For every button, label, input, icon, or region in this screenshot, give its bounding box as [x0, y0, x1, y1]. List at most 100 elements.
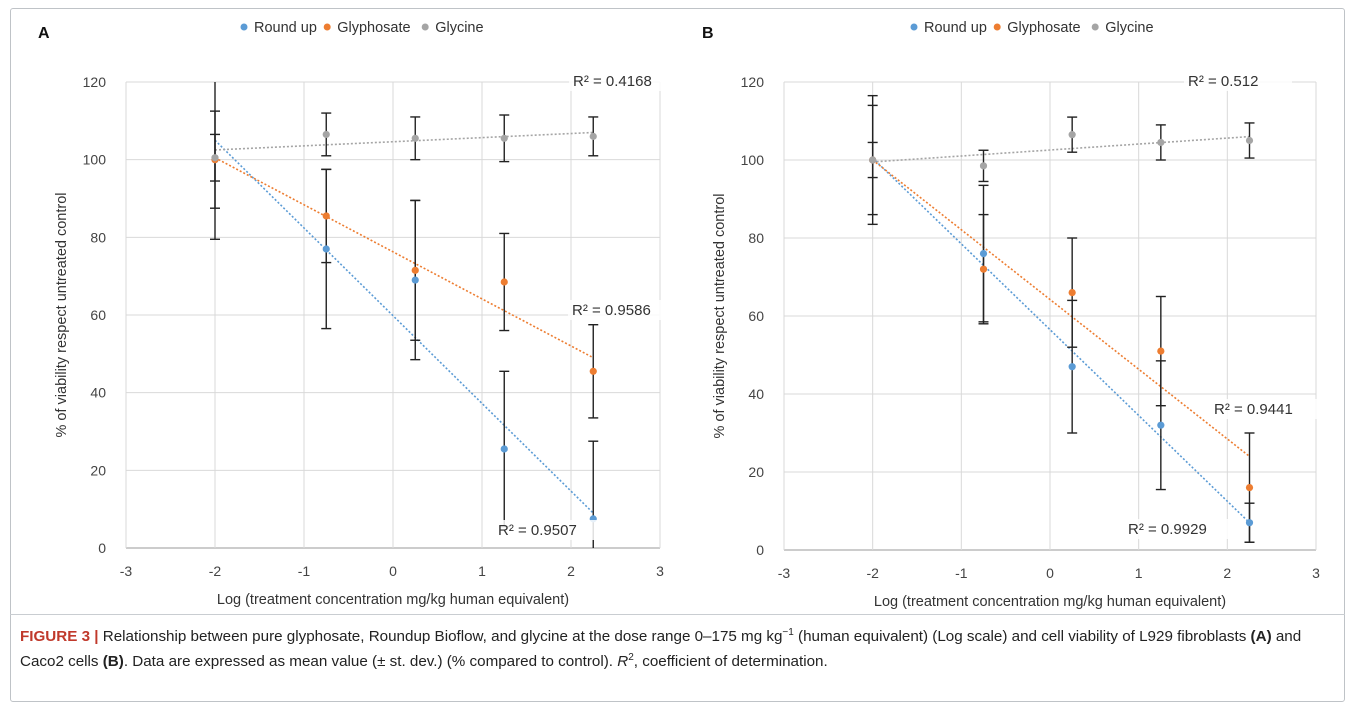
data-point: [411, 134, 419, 142]
chart-panel-a: A 0 20 40 60 80 100 120 -3 -2 -1 0 1 2 3 Log (treatment…: [12, 10, 682, 610]
y-axis-label: % of viability respect untreated control: [712, 193, 728, 438]
x-tick-label: -2: [866, 565, 879, 581]
caption-panel-a-ref: (A): [1250, 628, 1272, 645]
legend-marker: [421, 23, 429, 31]
x-tick-label: -3: [120, 563, 133, 579]
r2-label: R² = 0.9507: [498, 522, 577, 539]
y-tick-label: 120: [741, 74, 765, 90]
r2-label-bg: [494, 520, 602, 540]
r2-label-bg: [569, 71, 677, 91]
x-axis-label: Log (treatment concentration mg/kg human…: [217, 592, 569, 608]
r2-label: R² = 0.9441: [1214, 401, 1293, 418]
trendline: [214, 157, 594, 359]
x-tick-label: 2: [567, 563, 575, 579]
y-tick-label: 60: [748, 308, 764, 324]
data-point: [869, 156, 877, 164]
data-point: [589, 132, 597, 140]
r2-label-bg: [1210, 399, 1318, 419]
y-tick-label: 40: [90, 385, 106, 401]
caption-text-2: (human equivalent) (Log scale) and cell …: [793, 628, 1251, 645]
y-tick-label: 20: [90, 462, 106, 478]
caption-text-4: . Data are expressed as mean value (± st…: [123, 653, 618, 670]
caption-r2-symbol: R: [617, 653, 629, 670]
legend-label: Glyphosate: [337, 20, 410, 36]
caption-superscript: −1: [782, 626, 794, 638]
data-point: [979, 265, 988, 273]
x-axis-label: Log (treatment concentration mg/kg human…: [874, 594, 1226, 610]
r2-label: R² = 0.512: [1188, 73, 1258, 90]
data-point: [1068, 289, 1076, 297]
y-tick-label: 60: [90, 307, 106, 323]
data-point: [1157, 138, 1165, 147]
figure-frame: [10, 8, 1345, 702]
y-tick-label: 100: [83, 152, 107, 168]
legend-label: Glycine: [435, 20, 483, 36]
x-tick-label: 0: [389, 563, 397, 579]
data-point: [500, 134, 508, 142]
figure-caption: FIGURE 3 | Relationship between pure gly…: [20, 624, 1338, 674]
x-tick-label: -2: [209, 563, 222, 579]
data-point: [979, 162, 988, 170]
figure-label: FIGURE 3 |: [20, 628, 99, 645]
x-tick-label: 3: [1312, 565, 1320, 581]
data-point: [500, 445, 508, 453]
y-tick-label: 80: [90, 229, 106, 245]
x-tick-label: 0: [1046, 565, 1054, 581]
y-tick-label: 40: [748, 386, 764, 402]
y-tick-label: 20: [748, 464, 764, 480]
trendline: [872, 157, 1251, 524]
chart-b-svg: B 0 20 40 60 80 100 120 -3 -2 -1 0 1 2 3 Log (treatment…: [702, 20, 1320, 610]
data-point: [1068, 363, 1076, 371]
y-tick-label: 0: [756, 542, 764, 558]
y-tick-label: 80: [748, 230, 764, 246]
data-point: [1245, 519, 1254, 527]
r2-label-bg: [1184, 71, 1292, 91]
r2-label: R² = 0.4168: [573, 73, 652, 90]
legend-marker: [910, 23, 918, 31]
y-tick-label: 120: [83, 74, 107, 90]
legend-marker: [240, 23, 248, 31]
data-point: [322, 130, 330, 139]
legend-label: Glycine: [1105, 20, 1153, 36]
x-tick-label: 3: [656, 563, 664, 579]
x-tick-label: 1: [478, 563, 486, 579]
x-tick-label: -1: [298, 563, 311, 579]
caption-separator: [10, 614, 1345, 615]
data-point: [322, 212, 330, 220]
caption-text-3: and Caco2 cells: [20, 628, 1302, 670]
legend-label: Round up: [254, 20, 317, 36]
x-tick-label: 1: [1135, 565, 1143, 581]
data-point: [1068, 131, 1076, 139]
trendline: [872, 135, 1250, 163]
chart-a-svg: A 0 20 40 60 80 100 120 -3 -2 -1 0 1 2 3 Log (treatment…: [38, 20, 677, 608]
data-point: [211, 154, 219, 162]
r2-label-bg: [568, 300, 676, 320]
x-tick-label: 2: [1223, 565, 1231, 581]
y-tick-label: 100: [741, 152, 765, 168]
caption-panel-b-ref: (B): [102, 653, 124, 670]
legend-label: Round up: [924, 20, 987, 36]
chart-panel-b: B 0 20 40 60 80 100 120 -3 -2 -1 0 1 2 3 Log (treatment…: [676, 10, 1346, 610]
data-point: [589, 367, 597, 375]
data-point: [411, 276, 419, 284]
y-tick-label: 0: [98, 540, 106, 556]
trendline: [214, 131, 594, 151]
caption-text-5: , coefficient of determination.: [633, 653, 828, 670]
legend-marker: [323, 23, 331, 31]
r2-label: R² = 0.9586: [572, 302, 651, 319]
r2-label: R² = 0.9929: [1128, 521, 1207, 538]
panel-letter: A: [38, 25, 50, 42]
trendline: [872, 159, 1250, 458]
legend-marker: [1091, 23, 1099, 31]
r2-label-bg: [1124, 519, 1232, 539]
caption-r2-superscript: 2: [628, 651, 634, 663]
data-point: [322, 245, 330, 253]
x-tick-label: -3: [778, 565, 791, 581]
data-point: [979, 250, 988, 258]
data-point: [1245, 484, 1254, 492]
data-point: [1157, 421, 1165, 429]
data-point: [500, 278, 508, 286]
data-point: [1157, 347, 1165, 355]
legend-marker: [993, 23, 1001, 31]
y-axis-label: % of viability respect untreated control: [54, 192, 70, 437]
